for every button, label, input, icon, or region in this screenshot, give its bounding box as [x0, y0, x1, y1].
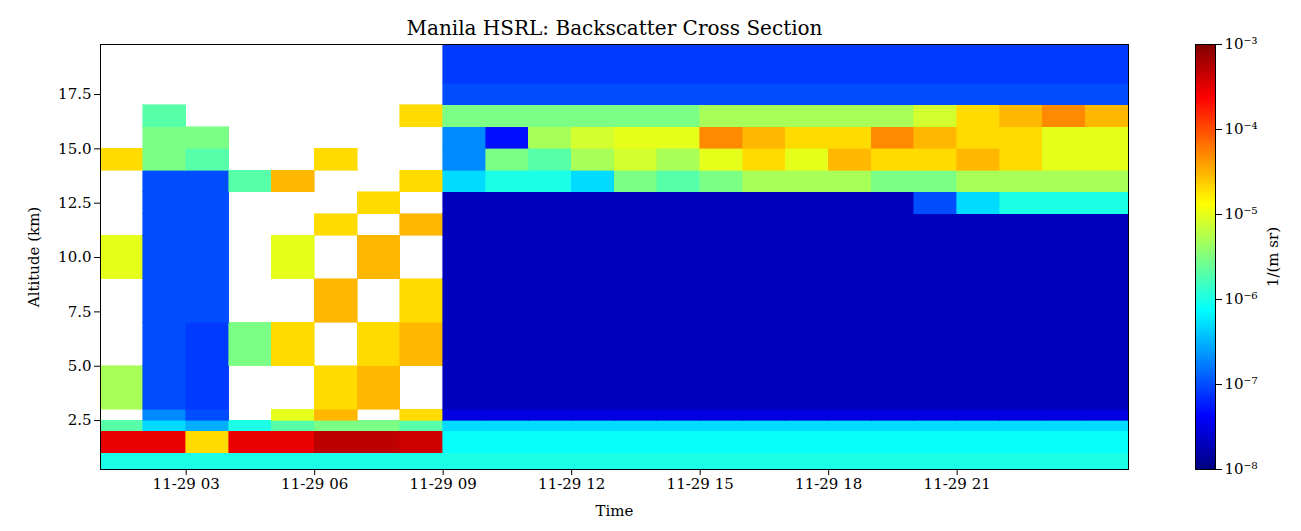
- svg-text:10⁻³: 10⁻³: [1225, 35, 1258, 53]
- svg-text:11-29 03: 11-29 03: [153, 475, 220, 493]
- svg-text:10⁻⁸: 10⁻⁸: [1225, 460, 1258, 478]
- svg-text:11-29 18: 11-29 18: [795, 475, 862, 493]
- svg-text:11-29 06: 11-29 06: [281, 475, 348, 493]
- svg-text:11-29 21: 11-29 21: [924, 475, 991, 493]
- svg-text:11-29 09: 11-29 09: [410, 475, 477, 493]
- svg-text:5.0: 5.0: [68, 357, 92, 375]
- svg-text:2.5: 2.5: [68, 411, 92, 429]
- svg-text:11-29 15: 11-29 15: [667, 475, 734, 493]
- svg-text:1/(m sr): 1/(m sr): [1264, 227, 1282, 287]
- svg-text:11-29 12: 11-29 12: [538, 475, 605, 493]
- svg-text:Altitude (km): Altitude (km): [25, 207, 43, 308]
- svg-text:17.5: 17.5: [58, 85, 91, 103]
- svg-text:7.5: 7.5: [68, 303, 92, 321]
- svg-text:10⁻⁴: 10⁻⁴: [1225, 120, 1258, 138]
- svg-text:10.0: 10.0: [58, 248, 91, 266]
- svg-text:12.5: 12.5: [58, 194, 91, 212]
- svg-text:15.0: 15.0: [58, 140, 91, 158]
- svg-text:Time: Time: [596, 502, 634, 520]
- svg-text:10⁻⁵: 10⁻⁵: [1225, 205, 1258, 223]
- svg-text:10⁻⁷: 10⁻⁷: [1225, 375, 1258, 393]
- svg-text:10⁻⁶: 10⁻⁶: [1225, 290, 1258, 308]
- svg-text:Manila HSRL: Backscatter Cross: Manila HSRL: Backscatter Cross Section: [407, 16, 823, 40]
